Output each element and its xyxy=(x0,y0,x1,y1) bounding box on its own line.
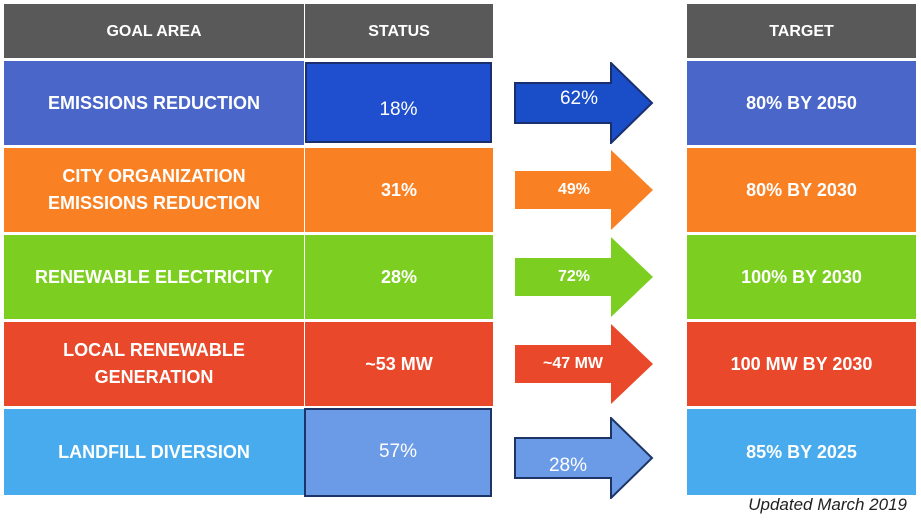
goal-label-line2: GENERATION xyxy=(94,367,214,387)
goal-label: RENEWABLE ELECTRICITY xyxy=(34,266,273,287)
goal-label: EMISSIONS REDUCTION xyxy=(47,92,261,113)
progress-value: 62% xyxy=(559,88,599,109)
updated-date-footnote: Updated March 2019 xyxy=(748,495,907,514)
goal-renewable-electricity: RENEWABLE ELECTRICITY xyxy=(4,235,304,319)
goal-label-line1: CITY ORGANIZATION xyxy=(62,166,246,186)
status-value: ~53 MW xyxy=(365,353,433,374)
goal-emissions-reduction: EMISSIONS REDUCTION xyxy=(4,61,304,145)
status-renewable-electricity: 28% xyxy=(305,235,493,319)
status-value: 57% xyxy=(378,440,418,462)
target-value: 80% BY 2030 xyxy=(746,179,857,200)
status-value: 31% xyxy=(380,179,418,200)
target-landfill-diversion: 85% BY 2025 xyxy=(687,409,916,495)
header-goal-area: GOAL AREA xyxy=(4,4,304,58)
status-value: 28% xyxy=(380,266,418,287)
progress-value: ~47 MW xyxy=(542,355,603,372)
target-local-renewable-generation: 100 MW BY 2030 xyxy=(687,322,916,406)
progress-value: 49% xyxy=(557,181,591,198)
progress-arrow-local-renewable-generation: ~47 MW xyxy=(514,323,654,405)
goal-label-line1: LOCAL RENEWABLE xyxy=(63,340,245,360)
goal-label-line2: EMISSIONS REDUCTION xyxy=(47,193,261,213)
status-value: 18% xyxy=(379,98,418,120)
header-target: TARGET xyxy=(687,4,916,58)
goal-label: LANDFILL DIVERSION xyxy=(58,441,250,462)
goal-landfill-diversion: LANDFILL DIVERSION xyxy=(4,409,304,495)
progress-arrow-emissions-reduction: 62% xyxy=(514,62,654,144)
status-local-renewable-generation: ~53 MW xyxy=(305,322,493,406)
goal-city-organization-emissions: CITY ORGANIZATION EMISSIONS REDUCTION xyxy=(4,148,304,232)
header-status: STATUS xyxy=(305,4,493,58)
progress-value: 72% xyxy=(557,268,591,285)
status-emissions-reduction: 18% xyxy=(305,62,492,143)
target-city-organization-emissions: 80% BY 2030 xyxy=(687,148,916,232)
target-value: 100% BY 2030 xyxy=(741,266,862,287)
target-emissions-reduction: 80% BY 2050 xyxy=(687,61,916,145)
target-renewable-electricity: 100% BY 2030 xyxy=(687,235,916,319)
progress-arrow-renewable-electricity: 72% xyxy=(514,236,654,318)
goal-local-renewable-generation: LOCAL RENEWABLE GENERATION xyxy=(4,322,304,406)
target-value: 85% BY 2025 xyxy=(746,441,857,462)
status-landfill-diversion: 57% xyxy=(304,408,492,497)
progress-arrow-city-organization-emissions: 49% xyxy=(514,149,654,231)
target-value: 100 MW BY 2030 xyxy=(730,353,873,374)
progress-arrow-landfill-diversion: 28% xyxy=(514,417,654,499)
target-value: 80% BY 2050 xyxy=(746,92,857,113)
status-city-organization-emissions: 31% xyxy=(305,148,493,232)
progress-value: 28% xyxy=(548,455,588,476)
